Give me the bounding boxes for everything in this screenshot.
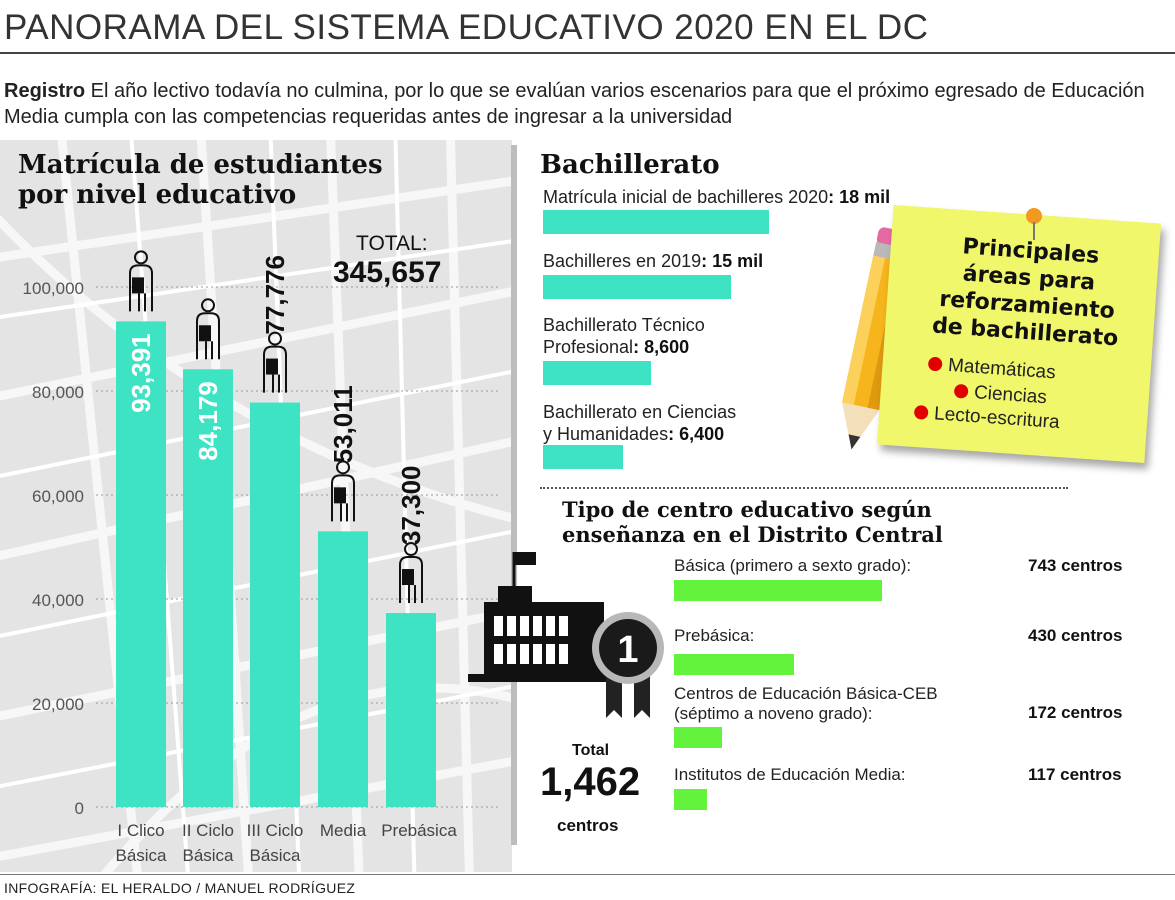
section-dotted-divider [540, 487, 1068, 489]
enrollment-bar [250, 402, 300, 807]
centers-total-label: Total [572, 742, 610, 759]
credit-line: INFOGRAFÍA: EL HERALDO / MANUEL RODRÍGUE… [4, 880, 356, 896]
bach-value-2: 8,600 [644, 337, 690, 357]
centers-total-value: 1,462 [540, 760, 641, 804]
center-count-2: 172 centros [1028, 703, 1123, 722]
bach-label-0-text: Matrícula inicial de bachilleres 2020 [543, 187, 829, 207]
category-label: Básica [249, 846, 301, 865]
center-count-0: 743 centros [1028, 556, 1123, 575]
enrollment-total-value: 345,657 [333, 256, 442, 289]
center-bar-2 [674, 727, 722, 748]
student-icon [263, 331, 287, 393]
enrollment-bar [116, 321, 166, 807]
y-tick-label: 40,000 [32, 591, 84, 610]
enrollment-bar-chart: 0 20,000 40,000 60,000 80,000 100,000 93,391 I … [23, 250, 500, 865]
y-tick-label: 80,000 [32, 383, 84, 402]
category-label: I Clico [117, 821, 164, 840]
category-label: II Ciclo [182, 821, 234, 840]
bach-label-2-line1: Bachillerato Técnico [543, 315, 705, 335]
enrollment-value-label: 37,300 [396, 466, 426, 546]
school-building-icon [468, 552, 608, 682]
red-bullet-icon [953, 383, 969, 399]
bach-value-1: 15 mil [712, 251, 764, 271]
y-tick-label: 100,000 [23, 279, 84, 298]
red-bullet-icon [927, 356, 943, 372]
category-label: III Ciclo [247, 821, 304, 840]
y-tick-label: 60,000 [32, 487, 84, 506]
first-place-badge-icon: 1 [592, 612, 664, 718]
bachillerato-title: Bachillerato [540, 150, 720, 180]
bach-label-3-line2: y Humanidades [543, 424, 669, 444]
center-bar-3 [674, 789, 707, 810]
bach-label-1: Bachilleres en 2019: 15 mil [543, 251, 764, 271]
center-label-2-line2: (séptimo a noveno grado): [674, 704, 873, 723]
badge-number: 1 [617, 629, 638, 671]
center-bar-0 [674, 580, 882, 601]
bach-value-0: 18 mil [839, 187, 891, 207]
enrollment-value-label: 77,776 [260, 255, 290, 335]
enrollment-bar [386, 613, 436, 807]
bach-value-3: 6,400 [679, 424, 725, 444]
student-icon [196, 298, 220, 360]
center-bar-1 [674, 654, 794, 675]
category-label: Básica [182, 846, 234, 865]
bach-label-3-line1: Bachillerato en Ciencias [543, 402, 737, 422]
bach-label-3: Bachillerato en Ciencias y Humanidades: 6… [543, 402, 737, 444]
category-label: Media [320, 821, 367, 840]
center-label-3: Institutos de Educación Media: [674, 765, 906, 784]
category-label: Básica [115, 846, 167, 865]
student-icon [331, 460, 355, 522]
title-rule [0, 52, 1175, 54]
enrollment-bar [318, 531, 368, 807]
student-icon [129, 250, 153, 312]
red-bullet-icon [913, 404, 929, 420]
center-type-title: Tipo de centro educativo según enseñanza… [562, 497, 943, 547]
pushpin-icon [1026, 208, 1042, 240]
enrollment-value-label: 84,179 [193, 381, 223, 461]
center-count-1: 430 centros [1028, 626, 1123, 645]
center-label-2-line1: Centros de Educación Básica-CEB [674, 684, 938, 703]
credit-rule [0, 874, 1175, 875]
y-tick-label: 20,000 [32, 695, 84, 714]
center-label-0: Básica (primero a sexto grado): [674, 556, 912, 575]
bach-bar-3 [543, 445, 623, 469]
student-icon [399, 542, 423, 604]
center-label-2: Centros de Educación Básica-CEB (séptimo … [674, 684, 938, 724]
vertical-divider [511, 145, 517, 845]
enrollment-bar [183, 369, 233, 807]
bach-label-2-line2: Profesional [543, 337, 634, 357]
note-title: Principales áreas para reforzamiento de … [931, 234, 1120, 352]
intro-lead: Registro [4, 80, 86, 102]
enrollment-total-label: TOTAL: [356, 232, 428, 255]
center-label-1: Prebásica: [674, 626, 755, 645]
bach-label-1-text: Bachilleres en 2019 [543, 251, 702, 271]
intro-paragraph: Registro El año lectivo todavía no culmi… [4, 78, 1174, 130]
bach-bar-0 [543, 210, 769, 234]
bach-label-2: Bachillerato Técnico Profesional: 8,600 [543, 315, 705, 357]
category-label: Prebásica [381, 821, 457, 840]
y-tick-label: 0 [75, 799, 84, 818]
enrollment-value-label: 93,391 [126, 333, 156, 413]
bach-bar-2 [543, 361, 651, 385]
centers-total-unit: centros [557, 816, 619, 835]
page-title: PANORAMA DEL SISTEMA EDUCATIVO 2020 EN E… [4, 8, 929, 47]
bach-label-0: Matrícula inicial de bachilleres 2020: 1… [543, 187, 891, 207]
bach-bar-1 [543, 275, 731, 299]
intro-text: El año lectivo todavía no culmina, por l… [4, 80, 1145, 128]
enrollment-value-label: 53,011 [328, 385, 358, 463]
enrollment-chart-title: Matrícula de estudiantes por nivel educa… [18, 150, 383, 210]
center-count-3: 117 centros [1028, 765, 1122, 784]
